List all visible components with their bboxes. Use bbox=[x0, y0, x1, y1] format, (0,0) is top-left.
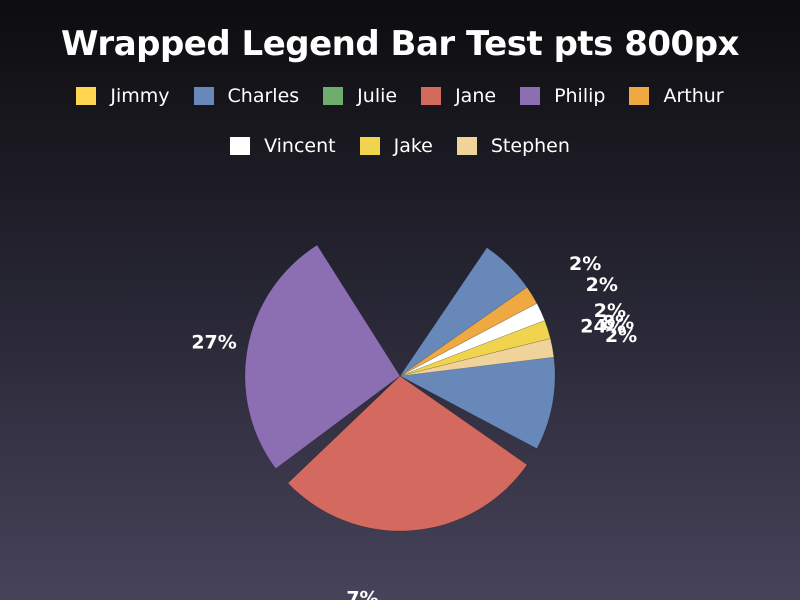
legend-swatch bbox=[520, 87, 541, 105]
legend-label: Jane bbox=[455, 85, 497, 107]
pie-slice-jane[interactable] bbox=[287, 375, 528, 532]
legend-item-arthur[interactable]: Arthur bbox=[629, 85, 724, 107]
legend-item-vincent[interactable]: Vincent bbox=[230, 135, 336, 157]
pie-slice-philip[interactable] bbox=[244, 244, 401, 470]
legend-swatch bbox=[629, 87, 650, 105]
slice-label-stephen: 2% bbox=[605, 325, 637, 347]
legend-item-charles[interactable]: Charles bbox=[193, 85, 300, 107]
legend-swatch bbox=[421, 87, 442, 105]
legend-label: Julie bbox=[357, 85, 398, 107]
slice-label-julie: 7% bbox=[346, 588, 378, 600]
slice-label-jimmy: 8% bbox=[602, 312, 634, 334]
slice-label-jake: 2% bbox=[594, 300, 626, 322]
legend-label: Arthur bbox=[663, 85, 724, 107]
legend-swatch bbox=[230, 137, 251, 155]
legend-item-stephen[interactable]: Stephen bbox=[456, 135, 570, 157]
legend-label: Stephen bbox=[490, 135, 570, 157]
legend-label: Jake bbox=[393, 135, 433, 157]
pie-slice-arthur[interactable] bbox=[399, 286, 538, 377]
slice-label-vincent: 2% bbox=[586, 274, 618, 296]
legend-label: Charles bbox=[227, 85, 300, 107]
slice-label-philip: 27% bbox=[191, 332, 236, 354]
legend-item-philip[interactable]: Philip bbox=[520, 85, 605, 107]
legend-item-jimmy[interactable]: Jimmy bbox=[76, 85, 170, 107]
legend-row-1: Jimmy Charles Julie Jane Philip Arthur bbox=[0, 80, 800, 112]
legend: Jimmy Charles Julie Jane Philip Arthur V… bbox=[0, 80, 800, 180]
pie-slice-stephen[interactable] bbox=[399, 338, 555, 377]
legend-swatch bbox=[323, 87, 344, 105]
slice-label-charles: 24% bbox=[580, 315, 625, 337]
legend-item-jane[interactable]: Jane bbox=[421, 85, 496, 107]
legend-row-2: Vincent Jake Stephen bbox=[0, 130, 800, 162]
pie-slice-vincent[interactable] bbox=[399, 302, 546, 377]
chart-title: Wrapped Legend Bar Test pts 800px bbox=[61, 24, 739, 64]
pie-slice-jake[interactable] bbox=[399, 320, 551, 377]
legend-item-julie[interactable]: Julie bbox=[323, 85, 397, 107]
legend-item-jake[interactable]: Jake bbox=[359, 135, 433, 157]
slice-label-arthur: 2% bbox=[569, 253, 601, 275]
legend-swatch bbox=[456, 137, 477, 155]
legend-label: Philip bbox=[554, 85, 606, 107]
legend-label: Vincent bbox=[264, 135, 336, 157]
legend-label: Jimmy bbox=[110, 85, 170, 107]
legend-swatch bbox=[359, 137, 380, 155]
legend-swatch bbox=[76, 87, 97, 105]
legend-swatch bbox=[193, 87, 214, 105]
